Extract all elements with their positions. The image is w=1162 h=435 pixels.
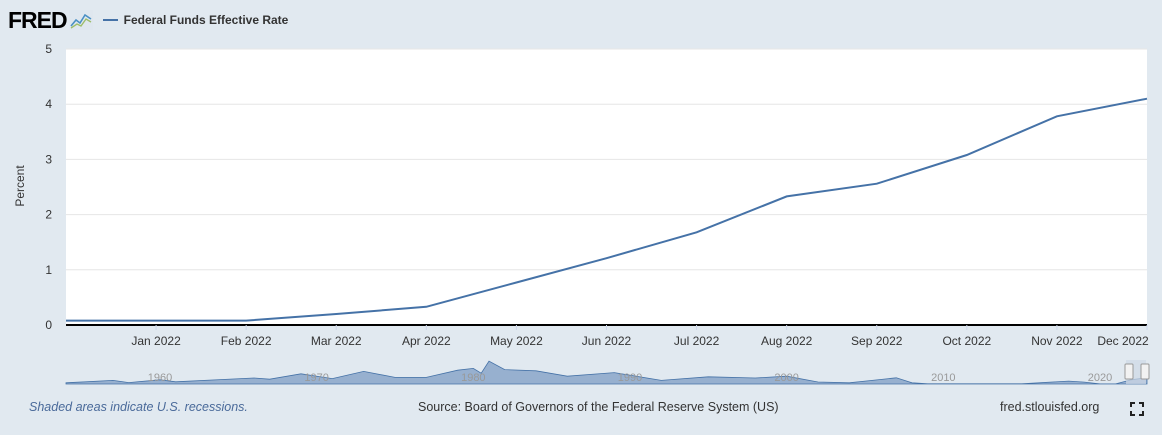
navigator-handle-left[interactable] — [1124, 363, 1134, 380]
navigator-year-label: 1980 — [461, 372, 485, 384]
y-axis-label: Percent — [13, 165, 27, 207]
navigator-year-label: 1970 — [304, 372, 328, 384]
x-tick-label: Jan 2022 — [131, 334, 181, 348]
navigator-area — [65, 360, 1148, 385]
chart-header: FRED Federal Funds Effective Rate — [8, 6, 288, 34]
grid — [66, 48, 1147, 271]
fred-logo[interactable]: FRED — [8, 6, 68, 33]
legend-swatch — [102, 19, 118, 21]
x-tick-label: May 2022 — [490, 334, 543, 348]
legend-label: Federal Funds Effective Rate — [123, 13, 289, 27]
navigator-year-label: 2010 — [931, 372, 955, 384]
y-tick-label: 3 — [45, 152, 52, 166]
footer: Shaded areas indicate U.S. recessions. S… — [0, 398, 1162, 420]
navigator-year-label: 1990 — [618, 372, 642, 384]
x-tick-label: Jun 2022 — [582, 334, 632, 348]
range-navigator[interactable]: 1960 1970 1980 1990 2000 2010 2020 — [65, 360, 1150, 385]
y-tick-label: 1 — [45, 263, 52, 277]
recession-note: Shaded areas indicate U.S. recessions. — [29, 400, 248, 414]
x-tick-label: Sep 2022 — [851, 334, 903, 348]
plot-background — [66, 49, 1147, 325]
navigator-year-label: 2000 — [774, 372, 798, 384]
x-axis: Jan 2022 Feb 2022 Mar 2022 Apr 2022 May 2022… — [131, 325, 1149, 348]
series-line-fedfunds[interactable] — [66, 97, 1148, 322]
y-tick-label: 4 — [45, 97, 52, 111]
navigator-year-labels: 1960 1970 1980 1990 2000 2010 2020 — [148, 372, 1112, 384]
source-text: Source: Board of Governors of the Federa… — [418, 400, 779, 414]
x-tick-label: Aug 2022 — [761, 334, 813, 348]
site-link[interactable]: fred.stlouisfed.org — [1000, 400, 1100, 414]
x-tick-label: Apr 2022 — [402, 334, 451, 348]
chart[interactable]: 0 1 2 3 4 5 Jan 2022 Feb 2022 Mar 2022 Apr 2022 M… — [0, 0, 1162, 395]
fred-logo-chart-icon — [68, 10, 93, 30]
x-tick-label: Jul 2022 — [674, 334, 720, 348]
x-tick-label: Oct 2022 — [942, 334, 991, 348]
y-tick-label: 5 — [45, 42, 52, 56]
x-tick-label: Nov 2022 — [1031, 334, 1083, 348]
legend[interactable]: Federal Funds Effective Rate — [102, 13, 289, 27]
navigator-year-label: 1960 — [148, 372, 172, 384]
navigator-year-label: 2020 — [1088, 372, 1112, 384]
y-tick-label: 0 — [45, 318, 52, 332]
x-tick-label: Feb 2022 — [221, 334, 272, 348]
fullscreen-icon[interactable] — [1130, 402, 1144, 416]
y-tick-label: 2 — [45, 208, 52, 222]
navigator-handle-right[interactable] — [1140, 363, 1150, 380]
x-tick-label: Mar 2022 — [311, 334, 362, 348]
x-tick-label: Dec 2022 — [1097, 334, 1149, 348]
